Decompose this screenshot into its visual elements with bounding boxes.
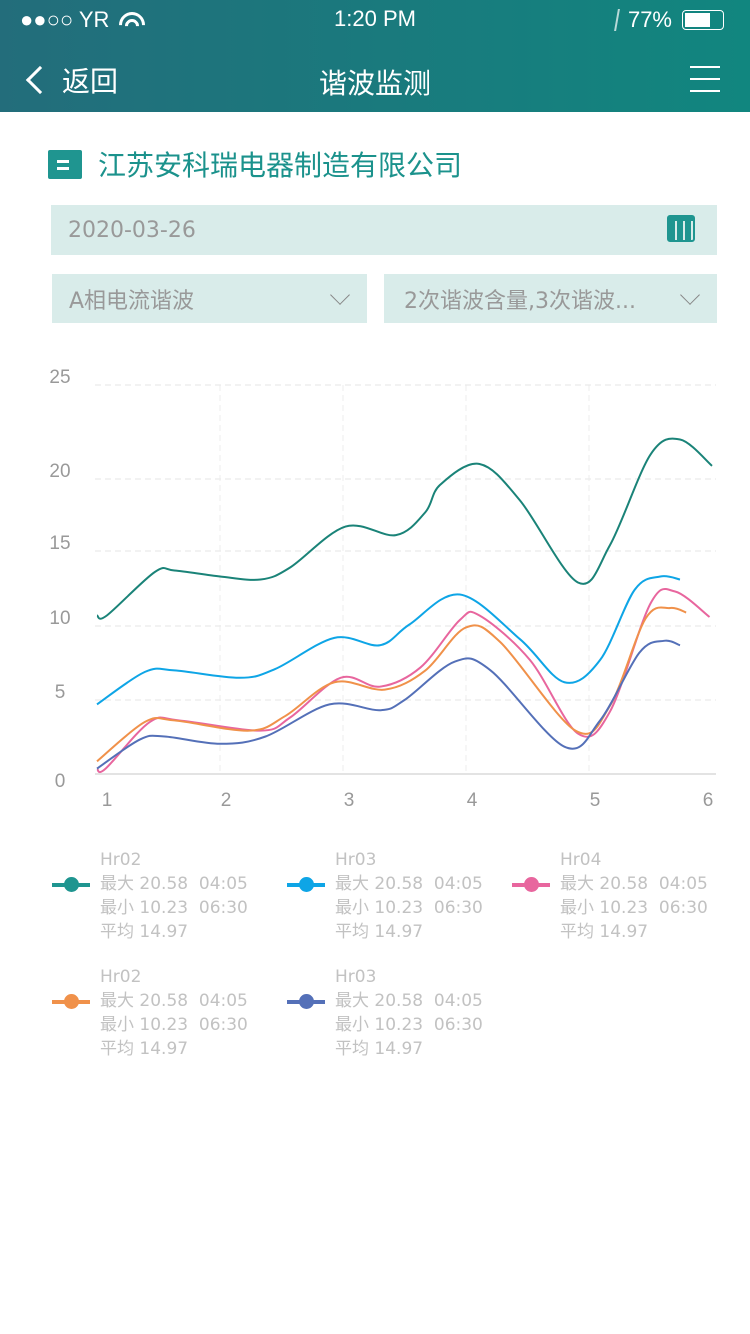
y-tick-label: 10	[49, 608, 70, 629]
legend-min: 最小 10.23 06:30	[335, 898, 483, 918]
legend-max: 最大 20.58 04:05	[335, 874, 483, 894]
company-name: 江苏安科瑞电器制造有限公司	[98, 149, 463, 182]
legend-swatch-icon	[52, 994, 90, 1009]
legend-max: 最大 20.58 04:05	[335, 991, 483, 1011]
legend-avg: 平均 14.97	[560, 922, 649, 942]
folder-icon	[48, 149, 82, 179]
harmonic-type-value: A相电流谐波	[69, 288, 195, 314]
legend-avg: 平均 14.97	[100, 922, 189, 942]
harmonic-type-select[interactable]: A相电流谐波	[52, 274, 367, 323]
legend-max: 最大 20.58 04:05	[100, 991, 248, 1011]
legend-name: Hr03	[335, 850, 377, 870]
y-tick-label: 15	[49, 533, 70, 554]
header: ●●○○ YR 1:20 PM 77% 返回 谐波监测	[0, 0, 750, 112]
battery-percent: 77%	[627, 7, 672, 32]
x-tick-label: 1	[102, 790, 113, 811]
back-button[interactable]: 返回	[22, 60, 118, 100]
harmonic-line-chart: 0 5 10 15 20 25 1 2 3 4 5 6	[49, 367, 716, 811]
series-line-hr03-4	[96, 639, 681, 770]
y-tick-label: 25	[49, 367, 70, 388]
legend-swatch-icon	[287, 994, 325, 1009]
y-tick-label: 5	[55, 682, 66, 703]
x-tick-label: 2	[221, 790, 232, 811]
legend-swatch-icon	[287, 877, 325, 892]
page-title: 谐波监测	[318, 67, 431, 100]
legend-name: Hr02	[100, 967, 142, 987]
legend-min: 最小 10.23 06:30	[100, 1015, 248, 1035]
battery-icon	[682, 10, 724, 30]
company-heading: 江苏安科瑞电器制造有限公司	[48, 144, 462, 184]
legend-max: 最大 20.58 04:05	[560, 874, 708, 894]
x-tick-label: 6	[703, 790, 714, 811]
series-line-hr02-3	[96, 606, 687, 763]
status-right-group: 77%	[604, 6, 724, 34]
carrier-signal: ●●○○ YR	[20, 7, 110, 32]
legend-swatch-icon	[512, 877, 550, 892]
back-label: 返回	[62, 65, 119, 98]
date-picker[interactable]: 2020-03-26	[51, 205, 717, 255]
bluetooth-icon	[604, 9, 620, 31]
legend-swatch-icon	[52, 877, 90, 892]
legend-name: Hr03	[335, 967, 377, 987]
calendar-icon	[667, 215, 695, 242]
series-line-hr02-0	[96, 437, 713, 620]
legend-max: 最大 20.58 04:05	[100, 874, 248, 894]
series-line-hr03-1	[96, 575, 681, 706]
y-tick-label: 20	[49, 461, 70, 482]
x-tick-label: 3	[344, 790, 355, 811]
x-tick-label: 5	[590, 790, 601, 811]
legend-min: 最小 10.23 06:30	[100, 898, 248, 918]
legend-min: 最小 10.23 06:30	[560, 898, 708, 918]
menu-icon[interactable]	[690, 66, 720, 102]
legend-avg: 平均 14.97	[100, 1039, 189, 1059]
harmonic-series-select[interactable]: 2次谐波含量,3次谐波...	[384, 274, 717, 323]
harmonic-series-value: 2次谐波含量,3次谐波...	[404, 288, 636, 314]
legend-avg: 平均 14.97	[335, 922, 424, 942]
legend-name: Hr04	[560, 850, 602, 870]
date-value: 2020-03-26	[68, 217, 196, 243]
legend-name: Hr02	[100, 850, 142, 870]
legend-min: 最小 10.23 06:30	[335, 1015, 483, 1035]
y-tick-label: 0	[55, 771, 66, 792]
x-tick-label: 4	[467, 790, 478, 811]
chevron-down-icon	[680, 285, 700, 305]
legend-avg: 平均 14.97	[335, 1039, 424, 1059]
wifi-icon	[119, 10, 146, 30]
chevron-down-icon	[330, 285, 350, 305]
series-line-hr04-2	[96, 588, 711, 774]
status-left-group: ●●○○ YR	[20, 6, 146, 34]
